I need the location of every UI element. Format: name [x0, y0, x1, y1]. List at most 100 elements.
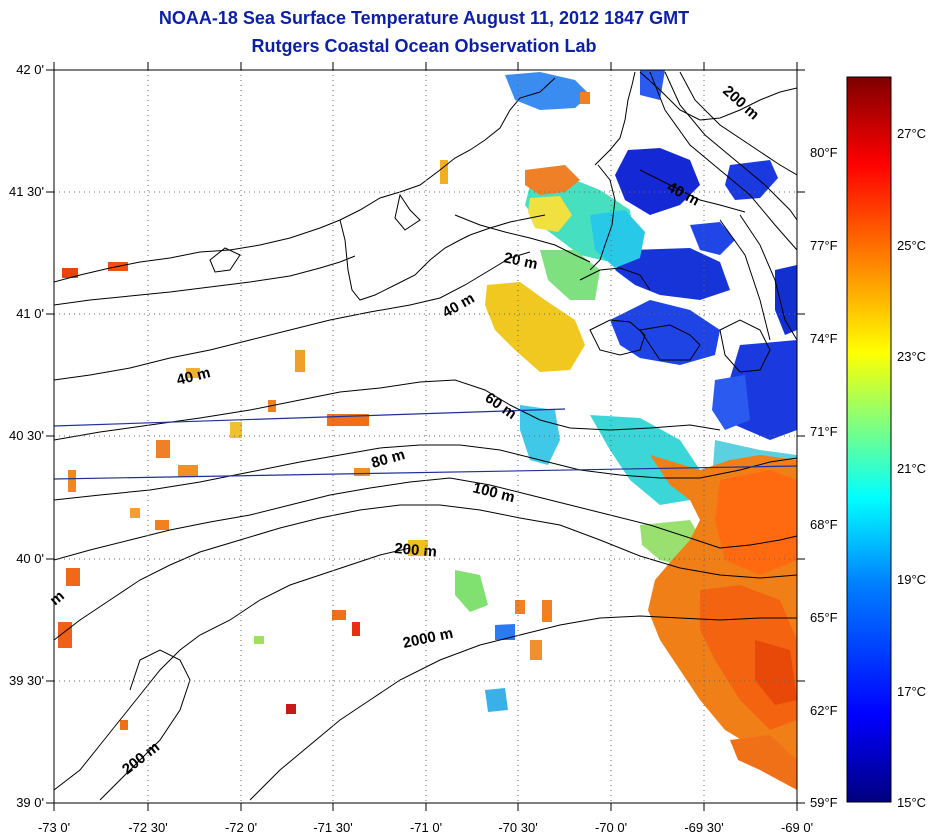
fahrenheit-label: 65°F — [810, 610, 838, 625]
sst-pixel — [254, 636, 264, 644]
sst-patch-mid — [540, 250, 600, 300]
coastline — [54, 255, 356, 306]
sst-data-layer — [58, 70, 797, 790]
contour-shelf-edge — [664, 71, 797, 221]
contour-label: 40 m — [440, 290, 478, 322]
fahrenheit-label: 77°F — [810, 238, 838, 253]
sst-patch-cold — [640, 70, 665, 100]
sst-patch-cold — [775, 265, 797, 335]
fahrenheit-label: 68°F — [810, 517, 838, 532]
lat-label: 40 30' — [9, 428, 44, 443]
sst-patch-mid — [455, 570, 488, 612]
sst-patch-cold — [712, 375, 750, 430]
sst-pixel — [515, 600, 525, 614]
contour-40m — [639, 169, 746, 213]
contour-label: 40 m — [175, 364, 212, 389]
lon-label: -73 0' — [38, 820, 70, 835]
contour-label: 200 m — [719, 82, 762, 123]
lat-label: 39 30' — [9, 673, 44, 688]
contour-label: 100 m — [471, 479, 516, 506]
sst-pixel — [332, 610, 346, 620]
sst-pixel — [295, 350, 305, 372]
sst-pixel — [186, 368, 200, 378]
colorbar — [846, 76, 892, 803]
celsius-label: 21°C — [897, 461, 926, 476]
sst-patch-warm — [485, 282, 585, 372]
lon-label: -70 0' — [595, 820, 627, 835]
coastline — [719, 319, 771, 373]
ship-track — [53, 408, 566, 427]
sst-pixel — [408, 540, 428, 556]
contour-shelf-edge — [719, 219, 771, 341]
sst-patch-mid — [520, 405, 560, 465]
sst-patch-cold — [725, 160, 778, 200]
coastline — [54, 77, 556, 283]
sst-pixel — [354, 468, 370, 476]
sst-patch-warm — [528, 196, 572, 232]
sst-patch-warm — [715, 470, 797, 575]
contour-40m — [54, 251, 531, 381]
sst-pixel — [352, 622, 360, 636]
contour-2000m — [249, 615, 797, 801]
graticule — [54, 70, 797, 803]
lon-labels: -73 0' -72 30' -72 0' -71 30' -71 0' -70… — [38, 820, 813, 835]
lon-label: -69 0' — [781, 820, 813, 835]
sst-pixel — [530, 640, 542, 660]
coastline — [594, 71, 636, 166]
sst-pixel — [120, 720, 128, 730]
contour-label: 2000 m — [401, 625, 454, 652]
lat-label: 41 30' — [9, 184, 44, 199]
lon-label: -72 30' — [128, 820, 167, 835]
fahrenheit-label: 80°F — [810, 145, 838, 160]
sst-patch-cold — [615, 148, 700, 215]
sst-patch-cold — [610, 300, 720, 365]
fahrenheit-label: 71°F — [810, 424, 838, 439]
sst-pixel — [66, 568, 80, 586]
sst-patch-mid — [485, 688, 508, 712]
sst-pixel — [286, 704, 296, 714]
coastline — [589, 164, 616, 271]
celsius-label: 15°C — [897, 795, 926, 810]
fahrenheit-label: 62°F — [810, 703, 838, 718]
lat-label: 40 0' — [16, 551, 44, 566]
coastline — [394, 193, 421, 231]
celsius-label: 17°C — [897, 684, 926, 699]
sst-pixel — [230, 422, 242, 438]
fahrenheit-label: 59°F — [810, 795, 838, 810]
sst-patch-cold — [690, 222, 735, 255]
celsius-labels: 27°C 25°C 23°C 21°C 19°C 17°C 15°C — [897, 126, 926, 810]
coastline — [209, 247, 241, 273]
sst-pixel — [155, 520, 169, 530]
sst-pixel — [130, 508, 140, 518]
lat-labels: 42 0' 41 30' 41 0' 40 30' 40 0' 39 30' 3… — [9, 62, 44, 810]
contour-2000m — [99, 649, 191, 801]
celsius-label: 23°C — [897, 349, 926, 364]
contour-label: 60 m — [482, 389, 520, 423]
contour-200m — [54, 504, 797, 641]
coastline — [639, 324, 701, 361]
lat-label: 41 0' — [16, 306, 44, 321]
coastline — [339, 219, 471, 301]
sst-pixel — [178, 465, 198, 477]
sst-pixel — [580, 92, 590, 104]
ship-tracks — [53, 408, 798, 480]
sst-patch-mid — [495, 624, 515, 640]
contour-label: 20 m — [502, 249, 539, 273]
contour-shelf-edge — [739, 214, 797, 341]
lon-label: -71 0' — [410, 820, 442, 835]
contour-200m — [54, 547, 411, 791]
map-subtitle: Rutgers Coastal Ocean Observation Lab — [251, 36, 597, 56]
sst-pixel — [440, 160, 448, 184]
map-title: NOAA-18 Sea Surface Temperature August 1… — [158, 8, 690, 28]
contour-100m — [54, 477, 797, 561]
sst-patch-cold — [615, 248, 730, 300]
celsius-label: 19°C — [897, 572, 926, 587]
sst-pixel — [542, 600, 552, 622]
contour-label: 200 m — [394, 540, 438, 561]
sst-pixel — [62, 268, 78, 278]
ship-track — [53, 465, 798, 480]
lon-label: -72 0' — [225, 820, 257, 835]
coastline — [469, 214, 546, 236]
contour-80m — [54, 444, 797, 501]
